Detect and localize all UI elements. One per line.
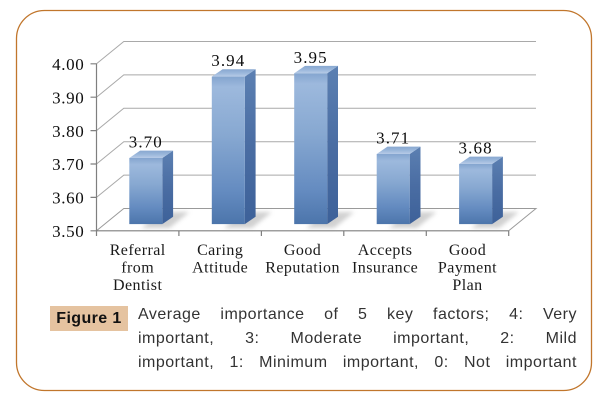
svg-text:Dentist: Dentist [113, 277, 162, 294]
svg-text:3.95: 3.95 [294, 48, 328, 67]
svg-text:Accepts: Accepts [358, 242, 413, 259]
svg-text:4.00: 4.00 [52, 55, 84, 74]
svg-text:3.68: 3.68 [459, 139, 493, 158]
svg-text:3.50: 3.50 [52, 222, 84, 241]
svg-text:Good: Good [284, 242, 321, 259]
svg-text:3.60: 3.60 [52, 189, 84, 208]
svg-text:3.94: 3.94 [211, 51, 245, 70]
svg-text:Attitude: Attitude [192, 260, 248, 277]
svg-text:Plan: Plan [452, 277, 482, 294]
svg-text:Reputation: Reputation [265, 260, 340, 277]
svg-text:3.70: 3.70 [52, 155, 84, 174]
svg-text:Referral: Referral [110, 242, 166, 259]
svg-text:3.71: 3.71 [376, 129, 410, 148]
svg-text:Payment: Payment [438, 260, 497, 277]
svg-text:3.90: 3.90 [52, 88, 84, 107]
svg-text:Insurance: Insurance [352, 260, 418, 277]
svg-text:Caring: Caring [197, 242, 243, 259]
svg-text:from: from [121, 260, 154, 277]
svg-text:3.70: 3.70 [129, 133, 163, 152]
svg-text:Good: Good [449, 242, 486, 259]
svg-text:3.80: 3.80 [52, 122, 84, 141]
